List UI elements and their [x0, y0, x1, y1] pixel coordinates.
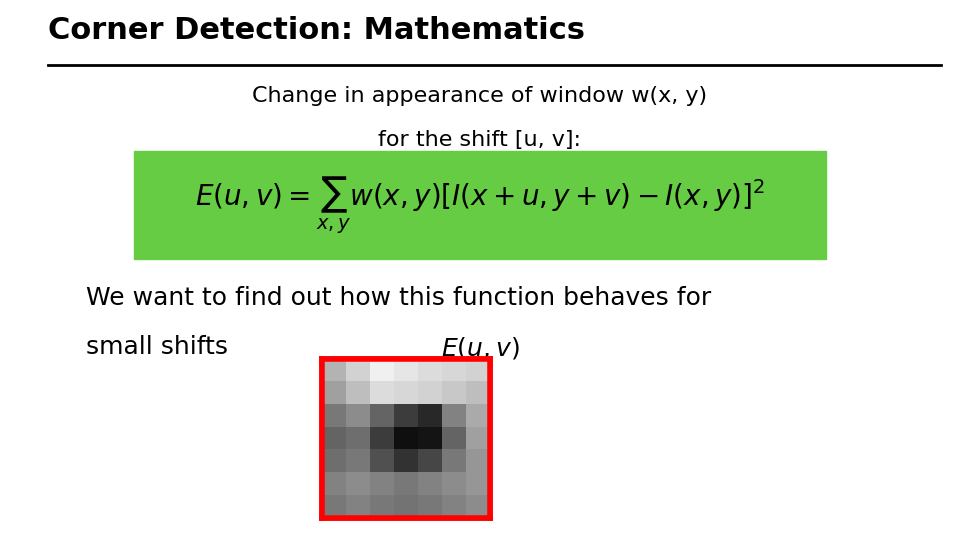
Text: We want to find out how this function behaves for: We want to find out how this function be…	[86, 286, 711, 310]
Text: $E(u,v) = \sum_{x,y} w(x,y)\left[I(x+u,y+v) - I(x,y)\right]^2$: $E(u,v) = \sum_{x,y} w(x,y)\left[I(x+u,y…	[195, 174, 765, 236]
Text: for the shift [u, v]:: for the shift [u, v]:	[378, 130, 582, 150]
FancyBboxPatch shape	[134, 151, 826, 259]
Text: Corner Detection: Mathematics: Corner Detection: Mathematics	[48, 16, 585, 45]
Text: $E(u, v)$: $E(u, v)$	[441, 335, 519, 361]
Text: small shifts: small shifts	[86, 335, 228, 359]
Text: Change in appearance of window w(x, y): Change in appearance of window w(x, y)	[252, 86, 708, 106]
